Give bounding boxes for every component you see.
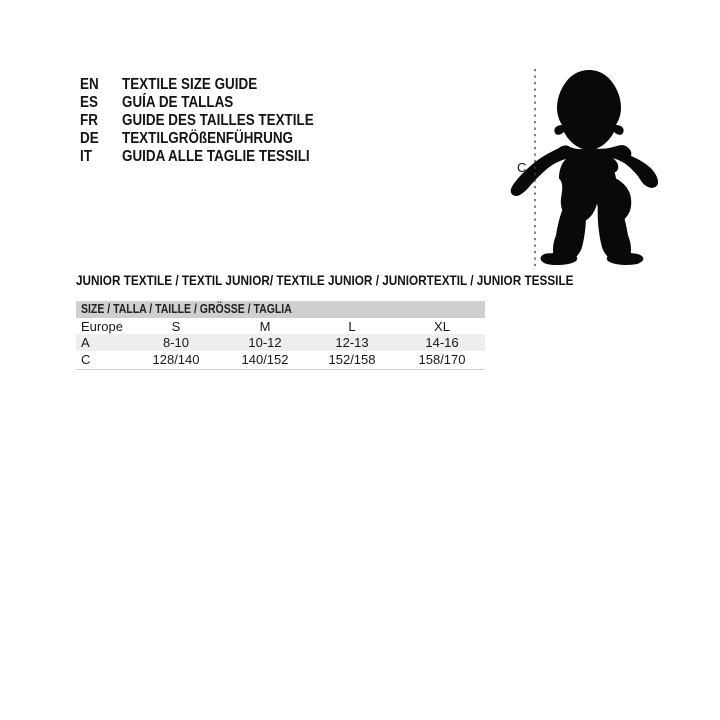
svg-text:C: C: [517, 160, 526, 175]
